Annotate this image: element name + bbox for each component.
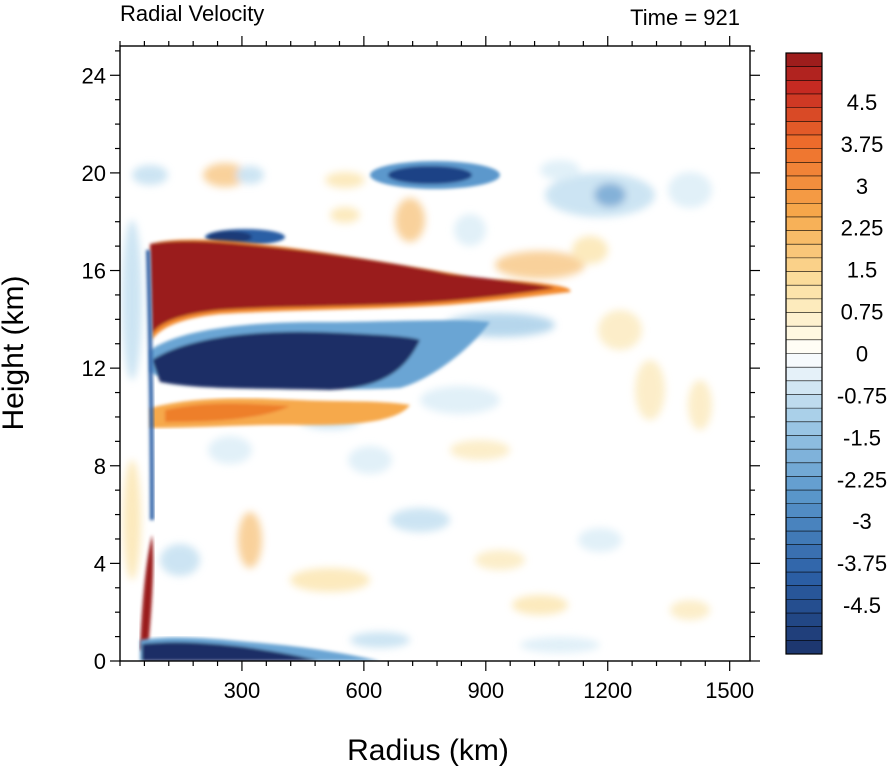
colorbar-bin <box>786 367 822 382</box>
colorbar-label: -3.75 <box>837 551 887 576</box>
colorbar-label: 3 <box>856 174 868 199</box>
y-tick-label: 24 <box>82 63 106 88</box>
y-axis-label: Height (km) <box>0 275 30 430</box>
colorbar-bin <box>786 230 822 245</box>
colorbar-bin <box>786 244 822 259</box>
colorbar-bin <box>786 339 822 354</box>
colorbar-bin <box>786 216 822 231</box>
colorbar-bin <box>786 394 822 409</box>
x-axis: 300 600 900 1200 1500 <box>119 36 754 703</box>
colorbar-bin <box>786 476 822 491</box>
colorbar-label: -3 <box>852 509 872 534</box>
colorbar-bin <box>786 599 822 614</box>
boundary-inflow <box>140 637 380 661</box>
colorbar-bin <box>786 517 822 532</box>
colorbar-label: 3.75 <box>841 132 884 157</box>
colorbar-bin <box>786 572 822 587</box>
colorbar-labels: 4.5 3.75 3 2.25 1.5 0.75 0 -0.75 -1.5 -2.25 -3 -3.7… <box>837 90 887 618</box>
y-tick-label: 20 <box>82 161 106 186</box>
colorbar-label: 0 <box>856 342 868 367</box>
x-tick-label: 1200 <box>583 678 632 703</box>
chart-subtitle: Time = 921 <box>630 5 740 30</box>
colorbar-label: 4.5 <box>847 90 878 115</box>
colorbar-bin <box>786 462 822 477</box>
colorbar-bin <box>786 121 822 136</box>
colorbar-label: 1.5 <box>847 258 878 283</box>
colorbar-bin <box>786 312 822 327</box>
return-inflow <box>150 320 490 390</box>
eyewall-outflow <box>140 250 154 650</box>
chart-title: Radial Velocity <box>120 1 264 26</box>
x-tick-label: 900 <box>467 678 504 703</box>
colorbar-label: -2.25 <box>837 467 887 492</box>
colorbar-bin <box>786 449 822 464</box>
colorbar-bin <box>786 490 822 505</box>
y-tick-label: 0 <box>94 649 106 674</box>
y-axis: 0 4 8 12 16 20 24 <box>82 50 760 674</box>
colorbar-bin <box>786 435 822 450</box>
colorbar-bin <box>786 257 822 272</box>
y-tick-label: 8 <box>94 454 106 479</box>
colorbar <box>785 52 823 655</box>
x-tick-label: 300 <box>224 678 261 703</box>
secondary-outflow <box>150 398 410 428</box>
colorbar-bin <box>786 544 822 559</box>
colorbar-bin <box>786 640 822 655</box>
x-axis-label: Radius (km) <box>347 734 509 767</box>
colorbar-bin <box>786 558 822 573</box>
colorbar-label: 0.75 <box>841 300 884 325</box>
plot-frame <box>119 45 751 662</box>
colorbar-bin <box>786 585 822 600</box>
upper-inflow-patch <box>205 161 500 245</box>
colorbar-bin <box>786 175 822 190</box>
y-tick-label: 16 <box>82 259 106 284</box>
colorbar-bin <box>786 380 822 395</box>
colorbar-label: -0.75 <box>837 383 887 408</box>
colorbar-bin <box>786 203 822 218</box>
colorbar-bin <box>786 93 822 108</box>
colorbar-bin <box>786 421 822 436</box>
colorbar-bin <box>786 626 822 641</box>
colorbar-bin <box>786 53 822 67</box>
upper-outflow <box>150 239 571 340</box>
heatmap-field <box>122 160 712 661</box>
background-anomalies <box>122 160 712 653</box>
colorbar-bin <box>786 80 822 95</box>
colorbar-bin <box>786 66 822 81</box>
colorbar-frame <box>785 52 823 655</box>
colorbar-bin <box>786 162 822 177</box>
colorbar-label: 2.25 <box>841 216 884 241</box>
y-tick-label: 4 <box>94 551 106 576</box>
colorbar-bin <box>786 271 822 286</box>
colorbar-label: -1.5 <box>843 425 881 450</box>
colorbar-bin <box>786 408 822 423</box>
colorbar-bin <box>786 189 822 204</box>
colorbar-bin <box>786 353 822 368</box>
x-tick-label: 1500 <box>705 678 754 703</box>
colorbar-label: -4.5 <box>843 593 881 618</box>
colorbar-bin <box>786 531 822 546</box>
colorbar-bin <box>786 503 822 518</box>
colorbar-bin <box>786 107 822 122</box>
colorbar-bin <box>786 134 822 149</box>
y-tick-label: 12 <box>82 356 106 381</box>
colorbar-bin <box>786 326 822 341</box>
colorbar-bin <box>786 285 822 300</box>
x-tick-label: 600 <box>346 678 383 703</box>
colorbar-bin <box>786 298 822 313</box>
colorbar-bin <box>786 613 822 627</box>
colorbar-bin <box>786 148 822 163</box>
